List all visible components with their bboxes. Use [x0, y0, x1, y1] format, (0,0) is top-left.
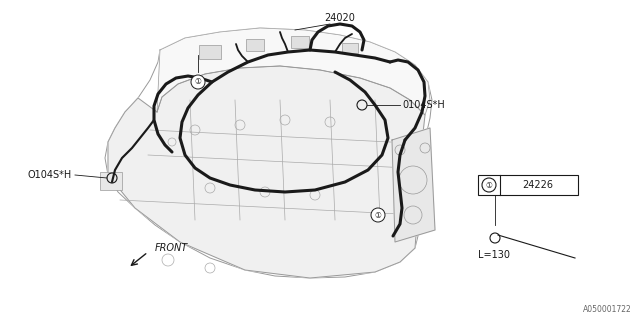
Bar — [342, 43, 358, 53]
Polygon shape — [157, 28, 430, 115]
Bar — [100, 172, 122, 190]
Polygon shape — [108, 66, 425, 278]
Circle shape — [371, 208, 385, 222]
Text: 24020: 24020 — [324, 13, 355, 23]
Text: 0104S*H: 0104S*H — [402, 100, 445, 110]
Bar — [291, 36, 309, 48]
Text: A050001722: A050001722 — [583, 305, 632, 314]
Circle shape — [482, 178, 496, 192]
Polygon shape — [392, 128, 435, 242]
Bar — [478, 175, 578, 195]
Text: FRONT: FRONT — [155, 243, 188, 253]
Text: ①: ① — [374, 211, 381, 220]
Text: O104S*H: O104S*H — [28, 170, 72, 180]
Bar — [246, 39, 264, 51]
Polygon shape — [105, 28, 432, 278]
Text: 24226: 24226 — [522, 180, 554, 190]
Text: ①: ① — [195, 77, 202, 86]
Text: ①: ① — [486, 180, 492, 189]
Circle shape — [191, 75, 205, 89]
Bar — [199, 45, 221, 59]
Text: L=130: L=130 — [478, 250, 510, 260]
